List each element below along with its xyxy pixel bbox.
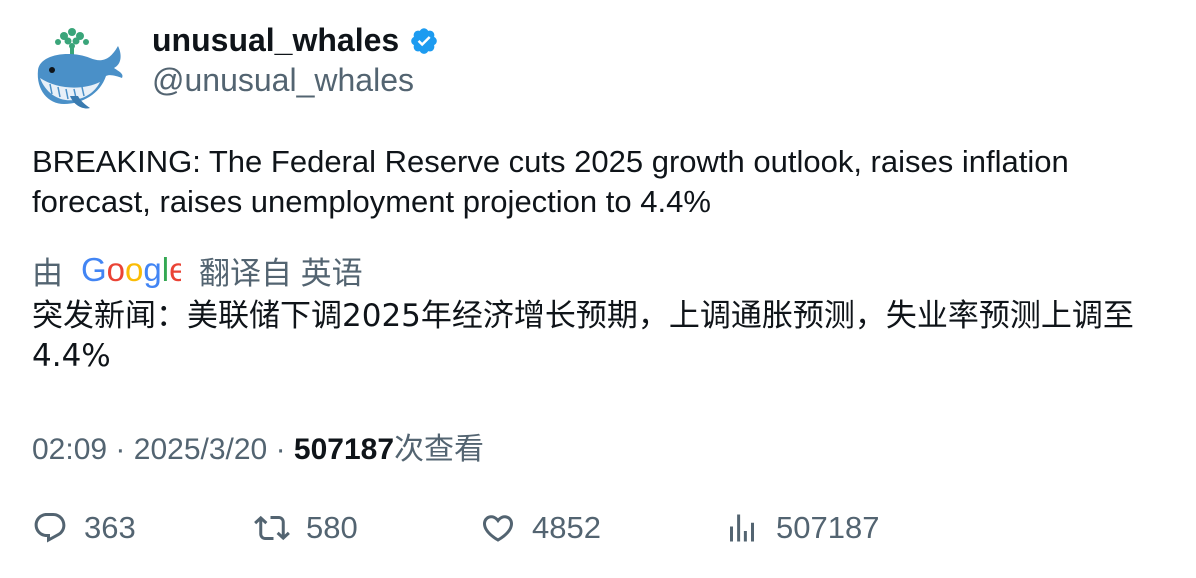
views-label: 次查看 xyxy=(394,433,485,466)
author-handle[interactable]: @unusual_whales xyxy=(152,62,414,98)
translated-from-label[interactable]: 翻译自 英语 xyxy=(199,256,363,291)
views-button[interactable]: 507187 xyxy=(724,510,879,546)
translated-by-label: 由 xyxy=(32,256,63,291)
views-action-count: 507187 xyxy=(776,510,880,545)
meta-separator: · xyxy=(115,433,126,466)
tweet-date[interactable]: 2025/3/20 xyxy=(133,433,268,466)
retweet-icon xyxy=(254,515,290,541)
whale-icon xyxy=(37,28,123,109)
reply-icon xyxy=(34,513,66,543)
reply-count: 363 xyxy=(84,510,136,545)
reply-button[interactable]: 363 xyxy=(32,510,136,546)
views-count: 507187 xyxy=(293,433,395,466)
heart-icon xyxy=(482,515,514,542)
retweet-count: 580 xyxy=(306,510,358,545)
svg-text:Google: Google xyxy=(81,253,181,288)
translation-attribution: 由 Google 翻译自 英语 xyxy=(32,248,363,293)
views-chart-icon xyxy=(730,514,754,542)
google-logo-icon: Google xyxy=(81,253,181,288)
retweet-button[interactable]: 580 xyxy=(254,510,358,546)
tweet-text: BREAKING: The Federal Reserve cuts 2025 … xyxy=(32,144,1069,219)
meta-separator: · xyxy=(275,433,286,466)
display-name[interactable]: unusual_whales xyxy=(152,22,400,58)
action-bar: 363 580 4852 507187 xyxy=(32,510,1162,556)
verified-badge-icon xyxy=(411,27,437,54)
like-count: 4852 xyxy=(532,510,601,545)
author-name-row[interactable]: unusual_whales xyxy=(152,22,439,59)
translated-text: 突发新闻：美联储下调2025年经济增长预期，上调通胀预测，失业率预测上调至4.4… xyxy=(32,298,1134,374)
tweet-time[interactable]: 02:09 xyxy=(32,433,108,466)
avatar[interactable] xyxy=(30,24,126,114)
like-button[interactable]: 4852 xyxy=(480,510,601,546)
tweet-meta: 02:09 · 2025/3/20 · 507187次查看 xyxy=(32,424,484,468)
